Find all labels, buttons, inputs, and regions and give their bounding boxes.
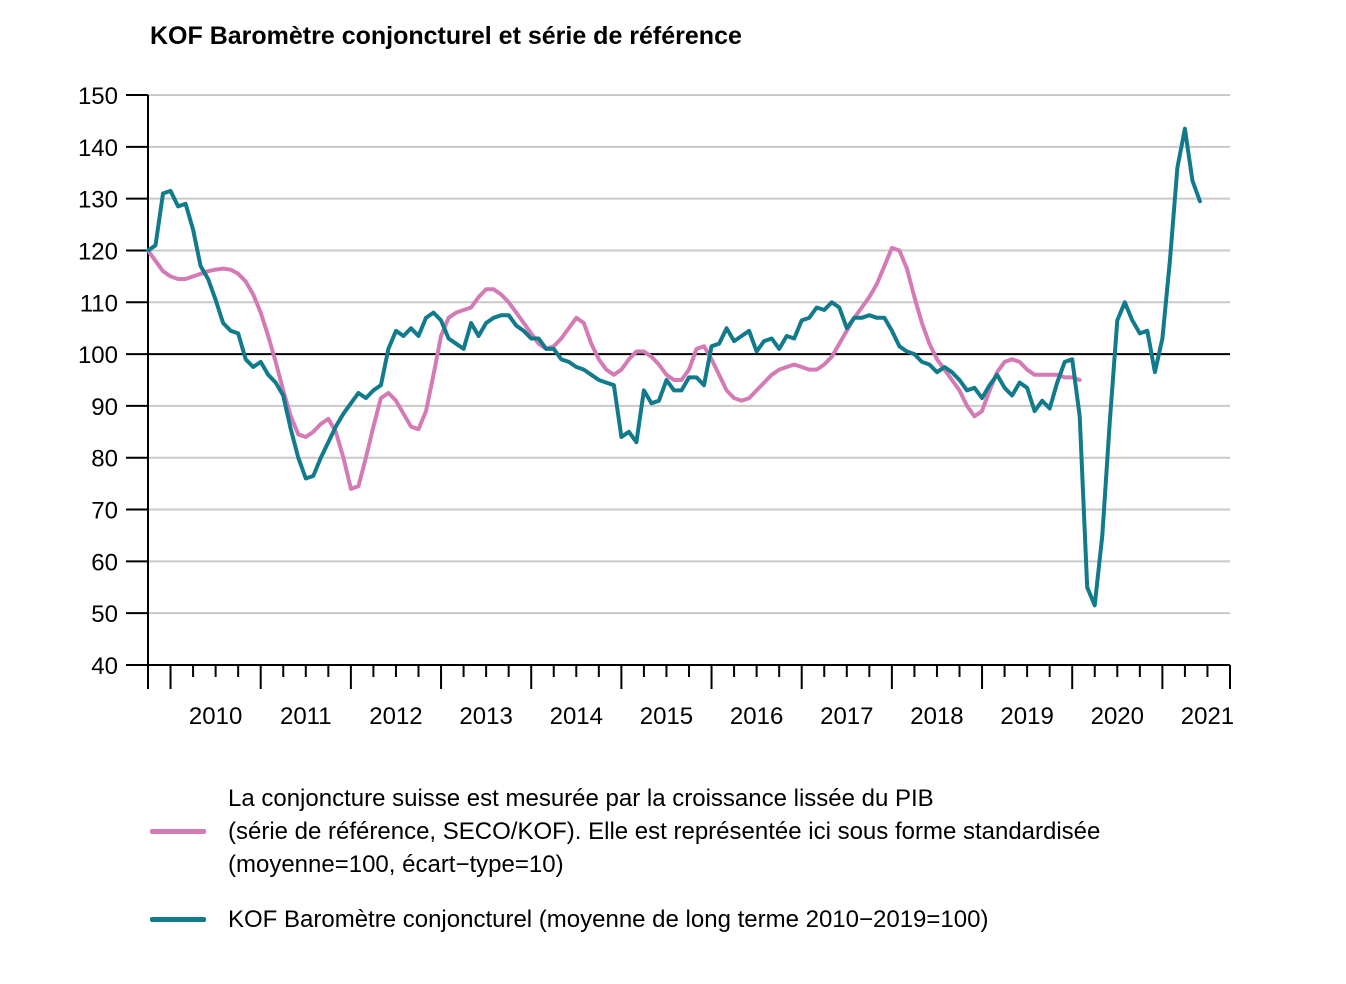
chart-title: KOF Baromètre conjoncturel et série de r… bbox=[150, 22, 742, 50]
x-tick-label: 2011 bbox=[280, 703, 332, 730]
x-tick-label: 2014 bbox=[550, 703, 603, 730]
y-tick-label: 70 bbox=[91, 498, 118, 525]
line-chart: 40 50 60 70 80 90 100 110 120 130 140 150 2010 2011 20… bbox=[78, 83, 1234, 730]
y-tick-label: 120 bbox=[78, 238, 118, 265]
x-tick-label: 2021 bbox=[1181, 703, 1234, 730]
x-tick-label: 2013 bbox=[459, 703, 512, 730]
legend-label-barometer: KOF Baromètre conjoncturel (moyenne de l… bbox=[228, 906, 989, 933]
y-tick-label: 60 bbox=[91, 549, 118, 576]
y-tick-label: 140 bbox=[78, 135, 118, 162]
x-tick-label: 2019 bbox=[1000, 703, 1053, 730]
legend-label-reference: La conjoncture suisse est mesurée par la… bbox=[228, 785, 1101, 878]
legend: La conjoncture suisse est mesurée par la… bbox=[150, 782, 1250, 958]
axes: 40 50 60 70 80 90 100 110 120 130 140 150 2010 2011 20… bbox=[78, 83, 1234, 730]
x-tick-label: 2010 bbox=[189, 703, 242, 730]
y-tick-label: 100 bbox=[78, 342, 118, 369]
y-tick-label: 150 bbox=[78, 83, 118, 110]
y-tick-label: 40 bbox=[91, 653, 118, 680]
x-tick-label: 2012 bbox=[369, 703, 422, 730]
y-tick-label: 110 bbox=[80, 290, 118, 317]
x-tick-label: 2018 bbox=[910, 703, 963, 730]
x-tick-label: 2016 bbox=[730, 703, 783, 730]
y-tick-label: 50 bbox=[91, 601, 118, 628]
legend-item-barometer: KOF Baromètre conjoncturel (moyenne de l… bbox=[150, 903, 1250, 936]
x-tick-label: 2017 bbox=[820, 703, 873, 730]
x-tick-label: 2015 bbox=[640, 703, 693, 730]
legend-swatch-reference bbox=[150, 829, 206, 834]
series-line-reference bbox=[146, 245, 1082, 491]
y-tick-label: 80 bbox=[91, 446, 118, 473]
series-lines bbox=[146, 126, 1202, 608]
series-line-barometer bbox=[146, 126, 1202, 608]
legend-swatch-barometer bbox=[150, 917, 206, 922]
legend-item-reference: La conjoncture suisse est mesurée par la… bbox=[150, 782, 1250, 881]
y-tick-label: 130 bbox=[78, 187, 118, 214]
x-tick-label: 2020 bbox=[1091, 703, 1144, 730]
grid-lines bbox=[148, 94, 1230, 615]
y-tick-label: 90 bbox=[91, 394, 118, 421]
